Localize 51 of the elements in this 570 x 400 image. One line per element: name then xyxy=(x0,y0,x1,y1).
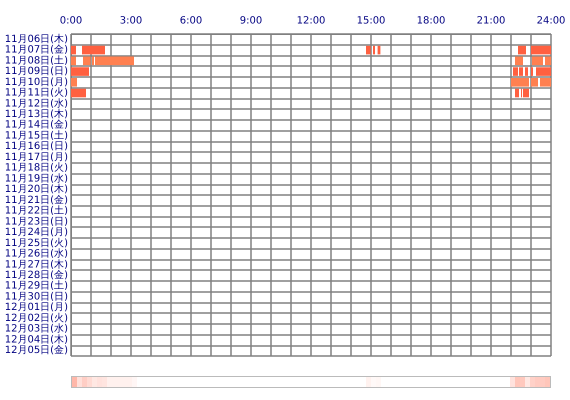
x-tick-label: 12:00 xyxy=(296,16,326,26)
y-tick-label: 11月10日(月) xyxy=(4,76,68,88)
y-tick-label: 12月04日(木) xyxy=(4,333,68,346)
y-tick-label: 12月01日(月) xyxy=(4,302,68,314)
x-tick-label: 21:00 xyxy=(476,16,506,26)
y-tick-label: 12月02日(火) xyxy=(4,312,68,324)
y-tick-label: 11月27日(木) xyxy=(4,258,68,270)
bar xyxy=(71,46,76,54)
bar xyxy=(536,67,551,76)
y-tick-label: 11月20日(木) xyxy=(4,183,68,196)
y-tick-label: 11月25日(火) xyxy=(4,236,68,249)
y-tick-label: 11月26日(水) xyxy=(4,248,68,260)
y-tick-label: 11月28日(金) xyxy=(4,269,68,281)
bar xyxy=(523,88,529,98)
x-tick-label: 6:00 xyxy=(180,16,202,26)
bar xyxy=(525,67,528,76)
y-tick-label: 11月21日(金) xyxy=(4,194,68,206)
bar xyxy=(515,88,519,98)
bar xyxy=(545,56,551,66)
y-tick-label: 11月13日(木) xyxy=(4,108,68,120)
y-tick-label: 11月08日(土) xyxy=(4,54,68,66)
y-tick-label: 11月24日(月) xyxy=(4,227,68,238)
y-tick-label: 11月12日(水) xyxy=(4,97,68,110)
y-tick-label: 11月15日(土) xyxy=(4,129,68,142)
y-tick-label: 12月05日(金) xyxy=(4,344,68,356)
x-tick-label: 24:00 xyxy=(536,16,566,26)
bar xyxy=(71,88,86,98)
bar xyxy=(518,46,526,54)
y-tick-label: 11月18日(火) xyxy=(4,162,68,174)
bar xyxy=(82,46,105,54)
y-tick-label: 11月29日(土) xyxy=(4,280,68,292)
x-tick-label: 9:00 xyxy=(240,16,262,26)
y-tick-label: 11月09日(日) xyxy=(4,66,68,78)
y-tick-label: 11月16日(日) xyxy=(4,141,68,152)
x-tick-label: 0:00 xyxy=(60,16,82,26)
y-tick-label: 11月22日(土) xyxy=(4,204,68,217)
y-tick-label: 11月11日(火) xyxy=(4,86,68,99)
y-tick-label: 11月23日(日) xyxy=(4,216,68,228)
x-tick-label: 15:00 xyxy=(356,16,386,26)
x-tick-label: 3:00 xyxy=(120,16,142,26)
y-tick-label: 11月06日(木) xyxy=(4,32,68,45)
y-tick-label: 12月03日(水) xyxy=(4,322,68,335)
y-tick-label: 11月14日(金) xyxy=(4,118,68,131)
y-tick-label: 11月30日(日) xyxy=(4,291,68,302)
bar xyxy=(71,67,89,76)
y-tick-label: 11月19日(水) xyxy=(4,172,68,184)
y-tick-label: 11月07日(金) xyxy=(4,44,68,56)
bar xyxy=(378,46,380,54)
y-tick-label: 11月17日(月) xyxy=(4,152,68,163)
bar xyxy=(366,46,371,54)
x-tick-label: 18:00 xyxy=(416,16,446,26)
